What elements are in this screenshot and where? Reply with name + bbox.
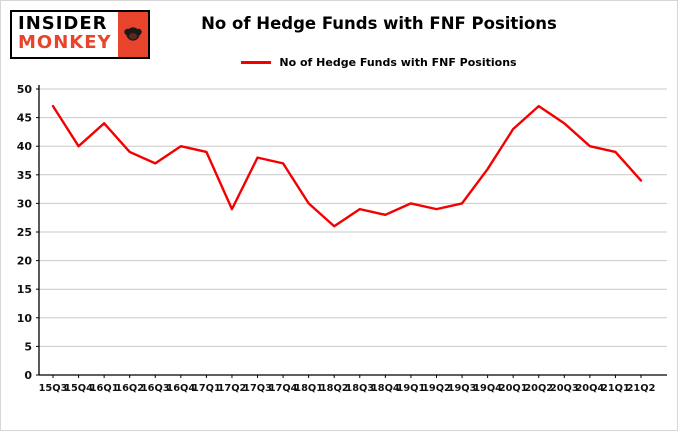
legend-line-swatch [241, 61, 272, 64]
y-tick-label: 5 [24, 340, 32, 353]
y-tick-label: 35 [17, 169, 32, 182]
x-tick-label: 18Q1 [294, 383, 323, 394]
series-line [51, 104, 643, 228]
x-tick-label: 16Q1 [90, 383, 119, 394]
y-tick-label: 50 [17, 83, 33, 96]
x-tick-label: 19Q4 [473, 383, 502, 394]
x-tick-label: 18Q3 [345, 383, 374, 394]
logo-line1: INSIDER [18, 13, 108, 34]
x-tick-label: 20Q2 [524, 383, 553, 394]
y-tick-label: 20 [17, 255, 33, 268]
chart-legend: No of Hedge Funds with FNF Positions [81, 56, 677, 69]
x-tick-label: 20Q3 [550, 383, 579, 394]
monkey-icon [123, 27, 142, 41]
x-tick-label: 19Q1 [397, 383, 426, 394]
y-tick-label: 15 [17, 283, 32, 296]
chart-title: No of Hedge Funds with FNF Positions [201, 14, 557, 33]
x-tick-label: 15Q4 [64, 383, 93, 394]
x-tick-label: 21Q2 [627, 383, 656, 394]
x-tick-label: 21Q1 [601, 383, 630, 394]
y-tick-label: 0 [24, 369, 32, 382]
y-tick-label: 10 [17, 312, 33, 325]
logo-text: INSIDER MONKEY [12, 12, 118, 57]
x-tick-label: 16Q4 [166, 383, 195, 394]
logo-badge [117, 12, 148, 57]
x-tick-label: 15Q3 [39, 383, 68, 394]
y-tick-label: 45 [17, 112, 32, 125]
x-tick-label: 19Q2 [422, 383, 451, 394]
x-tick-label: 17Q4 [269, 383, 298, 394]
y-tick-label: 25 [17, 226, 32, 239]
x-tick-label: 18Q2 [320, 383, 349, 394]
x-tick-label: 17Q2 [218, 383, 247, 394]
y-tick-label: 30 [17, 197, 33, 210]
x-tick-label: 19Q3 [448, 383, 477, 394]
x-tick-label: 20Q4 [575, 383, 604, 394]
x-tick-label: 17Q1 [192, 383, 221, 394]
x-tick-label: 17Q3 [243, 383, 272, 394]
y-tick-label: 40 [17, 140, 33, 153]
legend-label: No of Hedge Funds with FNF Positions [279, 56, 517, 69]
logo-line2: MONKEY [18, 31, 112, 53]
x-tick-label: 20Q1 [499, 383, 528, 394]
x-tick-label: 18Q4 [371, 383, 400, 394]
insider-monkey-logo: INSIDER MONKEY [10, 10, 150, 59]
x-tick-label: 16Q2 [115, 383, 144, 394]
x-tick-label: 16Q3 [141, 383, 170, 394]
